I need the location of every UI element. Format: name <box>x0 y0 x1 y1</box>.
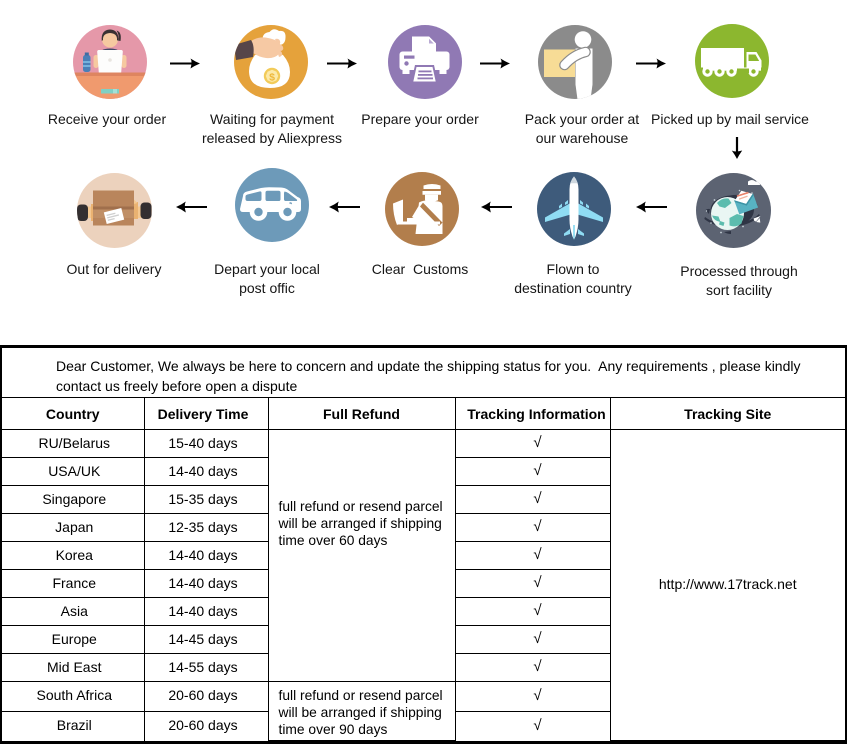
svg-text:$: $ <box>269 72 275 84</box>
